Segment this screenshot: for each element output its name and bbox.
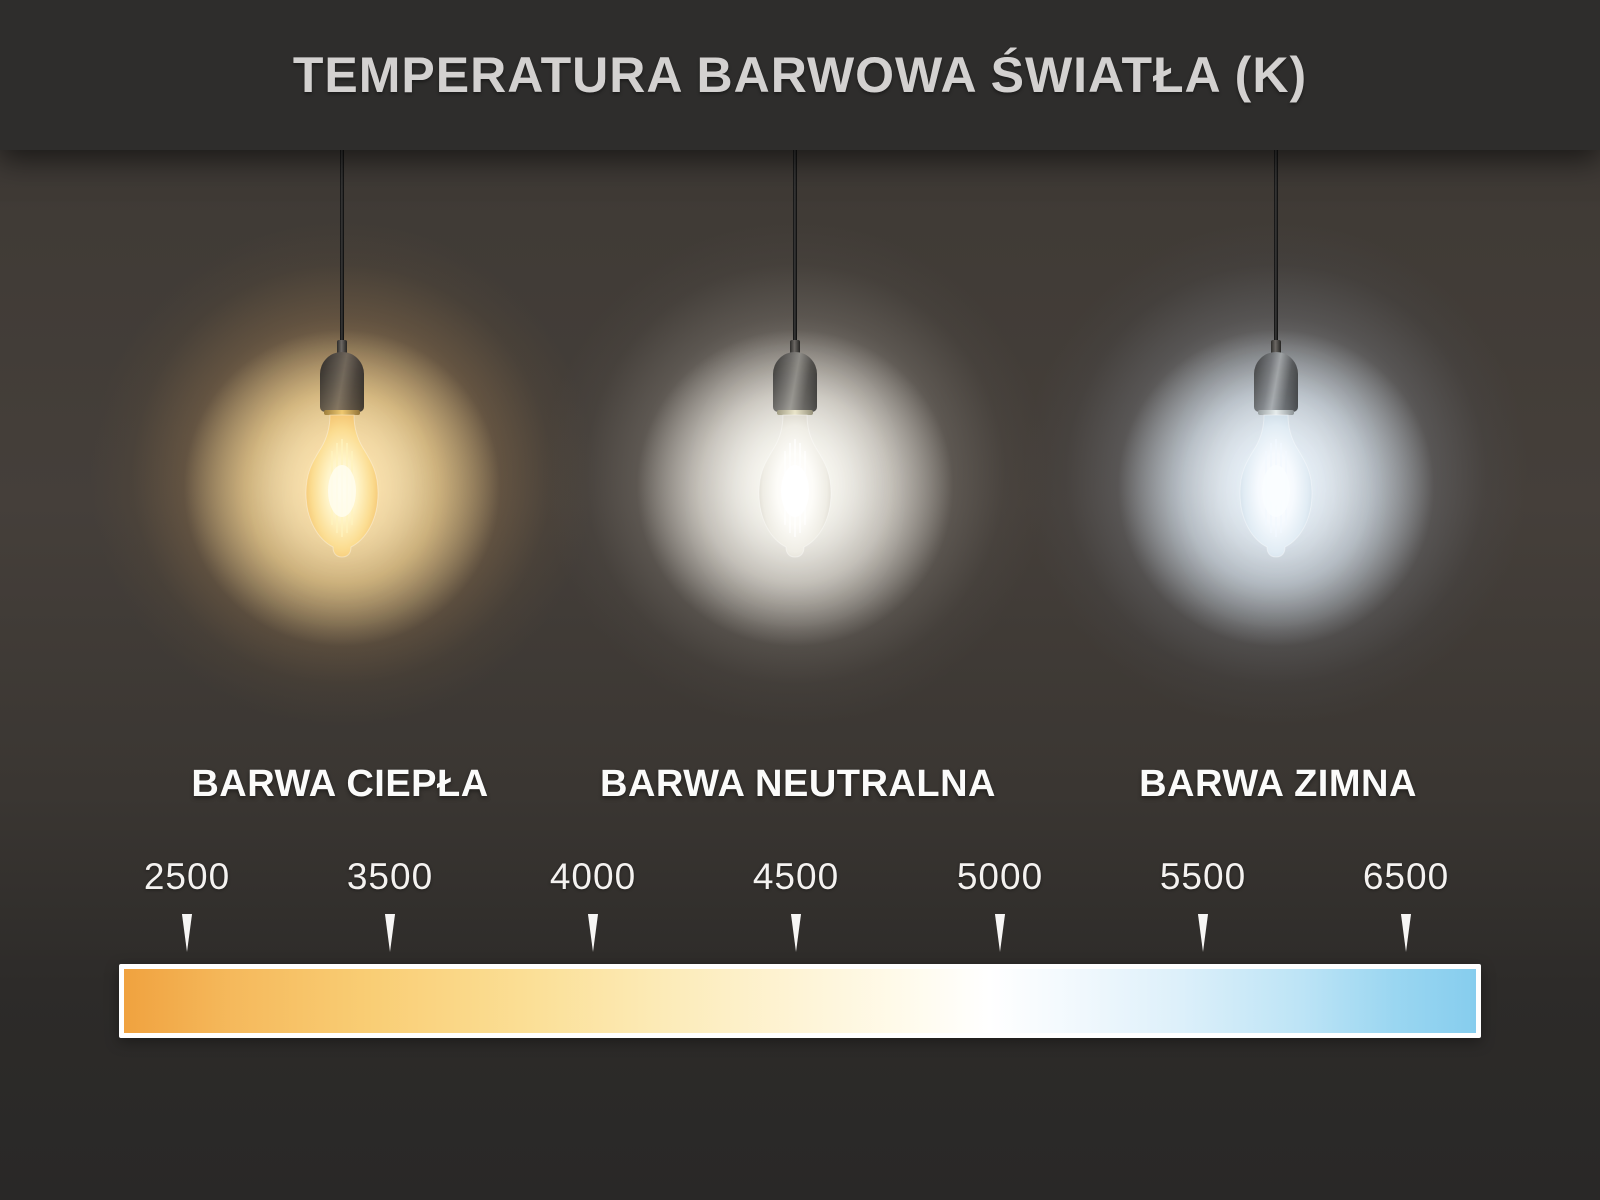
scale-tick-4000: 4000	[550, 856, 636, 952]
cord-connector	[1271, 340, 1281, 354]
zone-label-row: BARWA CIEPŁA BARWA NEUTRALNA BARWA ZIMNA	[0, 763, 1600, 809]
triangle-down-icon	[790, 914, 802, 952]
scale-tick-6500: 6500	[1363, 856, 1449, 952]
page-title: TEMPERATURA BARWOWA ŚWIATŁA (K)	[292, 47, 1308, 103]
tick-label: 4000	[549, 856, 637, 897]
scale-tick-4500: 4500	[753, 856, 839, 952]
tick-label: 6500	[1362, 856, 1450, 897]
edison-bulb-icon	[305, 414, 379, 558]
tick-label: 2500	[143, 856, 231, 897]
temperature-gradient-bar	[119, 964, 1481, 1038]
lamp-socket	[773, 352, 817, 412]
triangle-down-icon	[587, 914, 599, 952]
scale-tick-2500: 2500	[144, 856, 230, 952]
triangle-down-icon	[181, 914, 193, 952]
socket-ring	[777, 410, 813, 415]
scale-tick-5000: 5000	[957, 856, 1043, 952]
edison-bulb-icon	[1239, 414, 1313, 558]
scale-tick-3500: 3500	[347, 856, 433, 952]
triangle-down-icon	[384, 914, 396, 952]
lamp-socket	[320, 352, 364, 412]
tick-label: 5000	[956, 856, 1044, 897]
scale-tick-5500: 5500	[1160, 856, 1246, 952]
tick-label: 3500	[346, 856, 434, 897]
edison-bulb-icon	[758, 414, 832, 558]
zone-label-warm: BARWA CIEPŁA	[191, 763, 489, 805]
triangle-down-icon	[1400, 914, 1412, 952]
tick-label: 4500	[752, 856, 840, 897]
zone-label-neutral: BARWA NEUTRALNA	[600, 763, 996, 805]
lamp-cord-icon	[340, 150, 344, 346]
tick-label: 5500	[1159, 856, 1247, 897]
zone-label-cold: BARWA ZIMNA	[1139, 763, 1417, 805]
header-bar: TEMPERATURA BARWOWA ŚWIATŁA (K)	[0, 0, 1600, 150]
socket-ring	[324, 410, 360, 415]
triangle-down-icon	[1197, 914, 1209, 952]
lamp-socket	[1254, 352, 1298, 412]
lamp-cord-icon	[793, 150, 797, 346]
cord-connector	[790, 340, 800, 354]
triangle-down-icon	[994, 914, 1006, 952]
socket-ring	[1258, 410, 1294, 415]
lamp-cord-icon	[1274, 150, 1278, 346]
cord-connector	[337, 340, 347, 354]
